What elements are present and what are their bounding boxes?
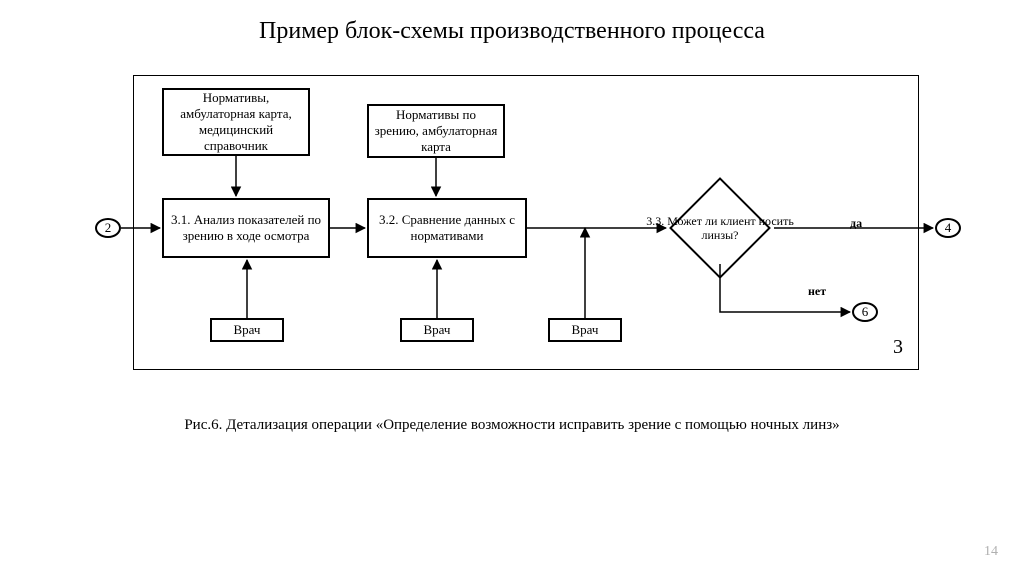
page-number: 14 (984, 544, 998, 560)
node-b2: Врач (400, 318, 474, 342)
connector-2: 2 (95, 218, 121, 238)
node-p31: 3.1. Анализ показателей по зрению в ходе… (162, 198, 330, 258)
node-b1: Врач (210, 318, 284, 342)
edge-label-yes: да (850, 216, 862, 231)
connector-4: 4 (935, 218, 961, 238)
frame-label-3: 3 (893, 336, 903, 359)
figure-caption: Рис.6. Детализация операции «Определение… (0, 415, 1024, 435)
edge-label-no: нет (808, 284, 826, 299)
node-d33: 3.3. Может ли клиент носить линзы? (640, 178, 800, 278)
node-p32: 3.2. Сравнение данных с нормативами (367, 198, 527, 258)
node-b3: Врач (548, 318, 622, 342)
page-title: Пример блок-схемы производственного проц… (0, 18, 1024, 45)
node-top1: Нормативы, амбулаторная карта, медицинск… (162, 88, 310, 156)
connector-6: 6 (852, 302, 878, 322)
node-top2: Нормативы по зрению, амбулаторная карта (367, 104, 505, 158)
